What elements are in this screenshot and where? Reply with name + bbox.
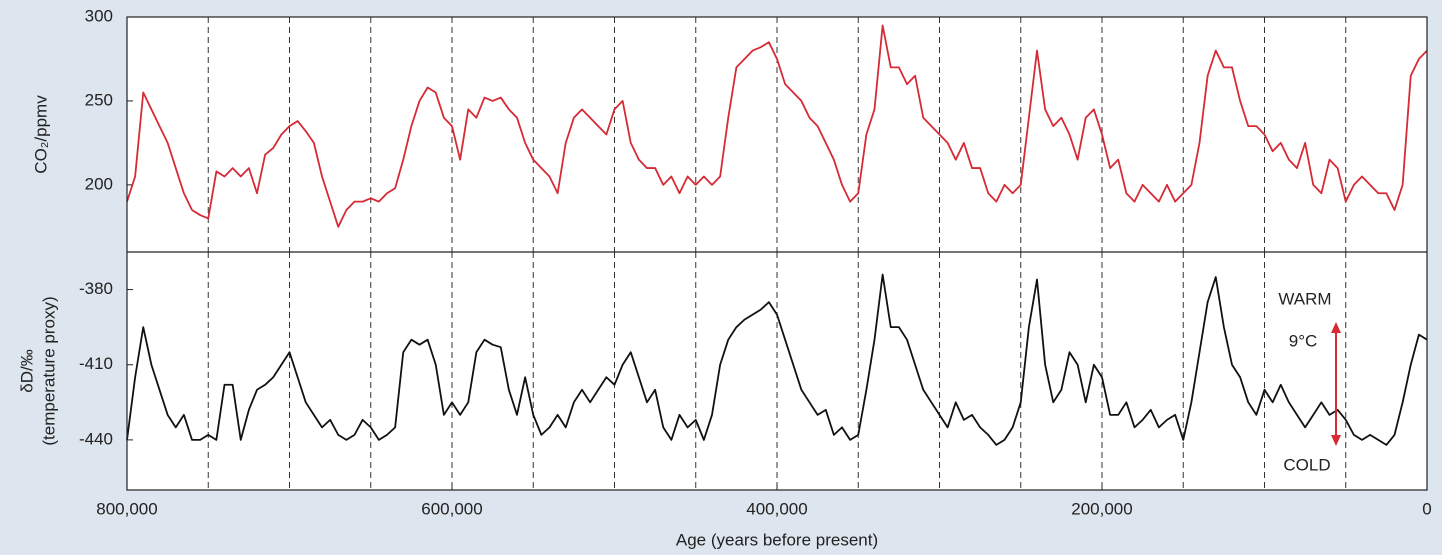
data-line <box>126 24 1428 228</box>
y-axis-label: CO₂/ppmv <box>31 95 50 174</box>
x-tick-label: 200,000 <box>1071 499 1132 518</box>
plot-frame <box>126 16 1428 491</box>
annotation: WARM <box>1278 289 1331 308</box>
range-arrow <box>1331 322 1341 446</box>
arrow-head <box>1331 322 1341 333</box>
y-tick-label: 300 <box>85 6 113 25</box>
annotation: 9°C <box>1289 331 1318 350</box>
y-tick-label: 200 <box>85 174 113 193</box>
data-line <box>126 273 1428 446</box>
y-tick-label: -410 <box>79 354 113 373</box>
y-tick-label: -380 <box>79 279 113 298</box>
x-tick-label: 600,000 <box>421 499 482 518</box>
y-axis-label: (temperature proxy) <box>39 296 58 445</box>
x-tick-label: 400,000 <box>746 499 807 518</box>
y-tick-label: 250 <box>85 90 113 109</box>
x-tick-label: 800,000 <box>96 499 157 518</box>
y-axis-label: δD/‰ <box>17 349 36 392</box>
annotation: COLD <box>1283 455 1330 474</box>
arrow-head <box>1331 435 1341 446</box>
x-axis-label: Age (years before present) <box>676 530 878 549</box>
x-tick-label: 0 <box>1422 499 1431 518</box>
y-tick-label: -440 <box>79 429 113 448</box>
